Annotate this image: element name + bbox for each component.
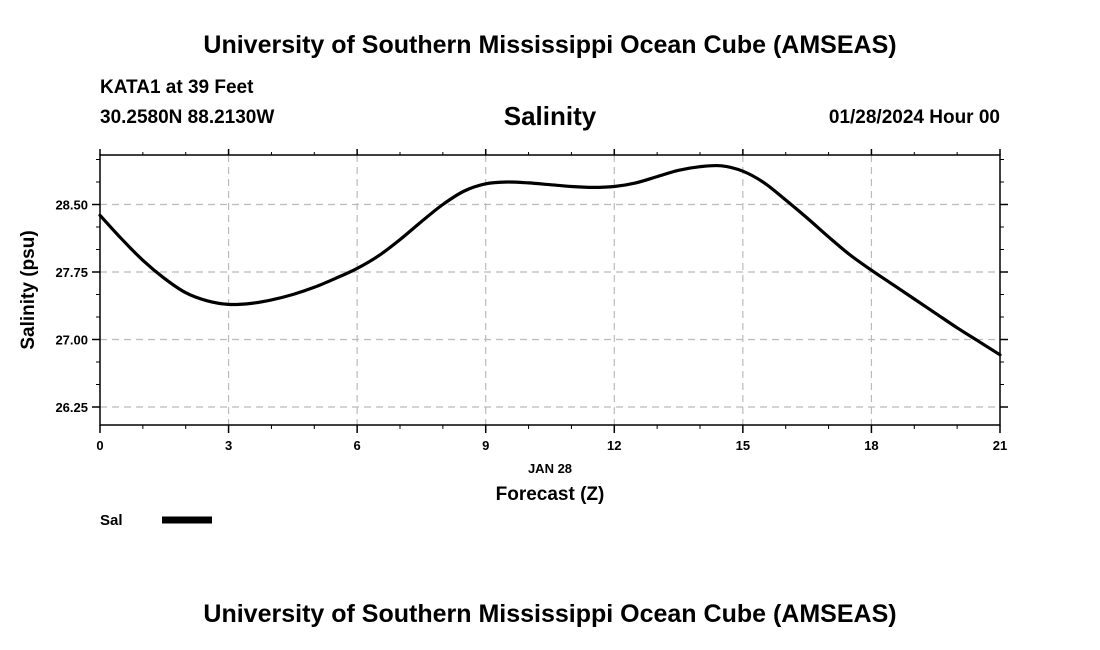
y-tick-label: 27.00 [55, 333, 88, 348]
label-layer: 0 3 6 9 12 15 18 21 26.25 27.00 27.75 28.50 [55, 198, 1007, 454]
grid-layer [100, 155, 1000, 425]
y-axis-title: Salinity (psu) [18, 230, 39, 349]
chart-footer-title: University of Southern Mississippi Ocean… [203, 600, 897, 628]
x-axis-date-label: JAN 28 [528, 461, 572, 476]
plot-frame [99, 154, 1001, 426]
x-tick-label: 9 [482, 438, 489, 453]
chart-header-title: University of Southern Mississippi Ocean… [203, 31, 897, 59]
legend-label-sal: Sal [100, 512, 123, 529]
x-tick-label: 15 [736, 438, 750, 453]
x-axis-title: Forecast (Z) [496, 484, 605, 505]
x-tick-label: 0 [96, 438, 103, 453]
chart-title: Salinity [503, 101, 597, 131]
x-tick-label: 3 [225, 438, 232, 453]
x-tick-label: 18 [864, 438, 878, 453]
y-tick-label: 26.25 [55, 400, 88, 415]
tick-layer [92, 149, 1008, 433]
coordinates-label: 30.2580N 88.2130W [100, 107, 275, 128]
x-tick-label: 12 [607, 438, 621, 453]
datetime-label: 01/28/2024 Hour 00 [828, 107, 1000, 128]
series-line-sal [98, 163, 1002, 357]
x-tick-label: 6 [354, 438, 361, 453]
x-tick-label: 21 [993, 438, 1007, 453]
station-label: KATA1 at 39 Feet [100, 77, 254, 98]
y-tick-label: 27.75 [55, 265, 88, 280]
y-tick-label: 28.50 [55, 198, 88, 213]
